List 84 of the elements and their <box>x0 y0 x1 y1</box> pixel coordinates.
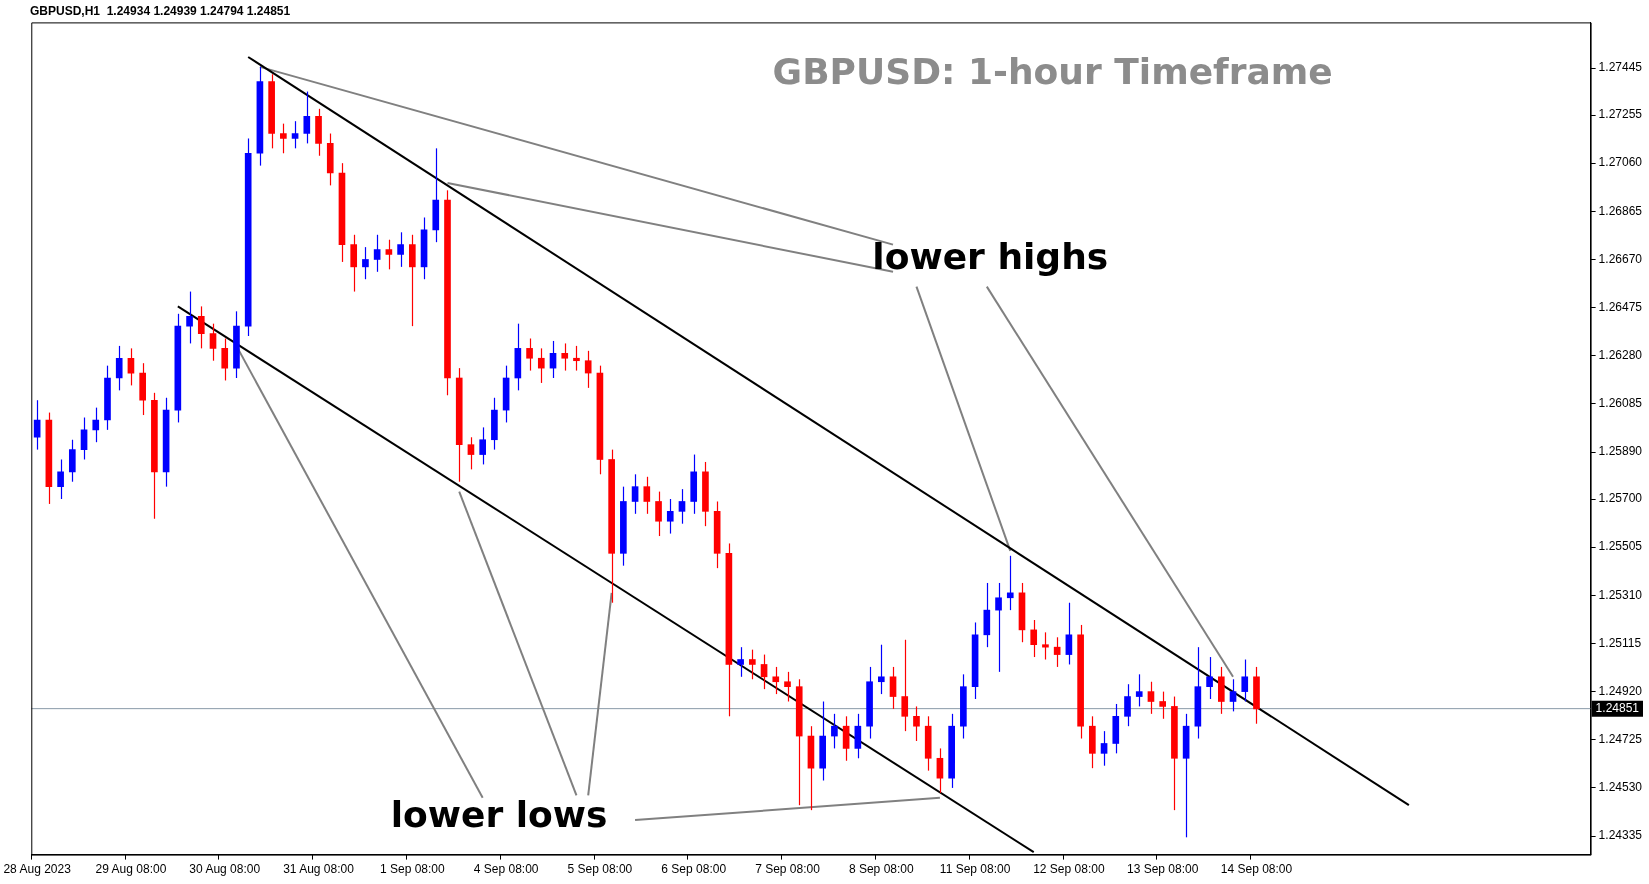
text: GBPUSD: 1-hour Timeframe <box>772 50 1333 92</box>
y-tick-label: 1.25310 <box>1598 587 1643 602</box>
y-tick-label: 1.25890 <box>1598 444 1643 459</box>
candlestick <box>877 644 885 695</box>
candlestick <box>1217 666 1225 715</box>
ref-line-label: 1.24851 <box>1595 700 1640 715</box>
annotation: lower highs <box>872 235 1109 277</box>
y-tick-label: 1.26865 <box>1598 203 1643 218</box>
candlestick <box>197 305 205 349</box>
candlestick <box>901 639 909 732</box>
candlestick <box>737 646 744 678</box>
candlestick <box>244 137 252 337</box>
y-tick-label: 1.27445 <box>1598 60 1643 75</box>
x-tick-label: 6 Sep 08:00 <box>661 862 727 877</box>
candlestick <box>561 342 569 372</box>
candlestick <box>795 678 803 806</box>
candlestick <box>772 666 780 695</box>
candlestick <box>68 439 76 483</box>
x-tick-label: 4 Sep 08:00 <box>473 862 539 877</box>
candlestick <box>444 189 451 396</box>
candlestick <box>608 449 615 604</box>
candlestick <box>151 392 158 520</box>
candlestick <box>1241 658 1249 703</box>
x-tick-label: 31 Aug 08:00 <box>283 862 355 877</box>
candlestick <box>620 486 627 567</box>
candlestick <box>995 582 1002 673</box>
candlestick <box>479 426 486 466</box>
candlestick <box>315 108 322 157</box>
x-tick-label: 7 Sep 08:00 <box>755 862 821 877</box>
y-tick-label: 1.25115 <box>1598 635 1642 650</box>
y-tick-label: 1.26475 <box>1598 299 1643 314</box>
y-tick-label: 1.25700 <box>1598 491 1643 506</box>
candlestick <box>784 671 791 703</box>
x-tick-label: 29 Aug 08:00 <box>95 862 167 877</box>
y-tick-label: 1.24530 <box>1598 780 1643 795</box>
x-tick-label: 5 Sep 08:00 <box>567 862 633 877</box>
candlestick <box>1089 715 1096 769</box>
y-tick-label: 1.26085 <box>1598 396 1643 411</box>
candlestick <box>819 700 827 782</box>
candlestick <box>268 73 275 149</box>
candlestick <box>1171 695 1178 811</box>
candlestick <box>643 476 651 515</box>
y-tick-label: 1.24920 <box>1598 683 1643 698</box>
x-tick-label: 12 Sep 08:00 <box>1033 862 1105 877</box>
candlestick <box>303 90 311 144</box>
x-tick-label: 14 Sep 08:00 <box>1220 862 1293 877</box>
y-tick-label: 1.24335 <box>1598 828 1643 843</box>
x-tick-label: 1 Sep 08:00 <box>379 862 446 877</box>
y-tick-label: 1.27255 <box>1598 107 1643 122</box>
x-tick-label: 28 Aug 2023 <box>3 862 72 877</box>
candlestick <box>526 337 533 372</box>
candlestick <box>350 234 358 293</box>
candlestick <box>455 367 463 483</box>
annotation: lower lows <box>390 793 608 835</box>
y-tick-label: 1.26670 <box>1598 251 1643 266</box>
x-tick-label: 8 Sep 08:00 <box>848 862 914 877</box>
candlestick <box>913 705 920 742</box>
candlestick <box>397 231 404 268</box>
candlestick <box>866 666 873 740</box>
candlestick <box>749 649 756 680</box>
x-tick-label: 11 Sep 08:00 <box>939 862 1011 877</box>
candlestick <box>666 498 674 535</box>
x-tick-label: 30 Aug 08:00 <box>189 862 261 877</box>
y-tick-label: 1.24725 <box>1598 732 1643 747</box>
candlestick <box>1135 673 1143 708</box>
candlestick <box>139 362 146 416</box>
candlestick <box>1206 656 1213 700</box>
chart-title: GBPUSD,H1 1.24934 1.24939 1.24794 1.24851 <box>30 3 291 18</box>
candlestick <box>1077 624 1084 740</box>
candlestick <box>280 123 287 154</box>
candlestick <box>702 461 709 527</box>
y-tick-label: 1.25505 <box>1598 539 1643 554</box>
candlestick <box>960 673 967 740</box>
candlestick <box>408 234 416 327</box>
candlestick <box>1159 691 1167 720</box>
candlestick <box>1112 703 1120 754</box>
y-tick-label: 1.26280 <box>1598 348 1643 363</box>
candlestick <box>924 715 932 772</box>
y-tick-label: 1.27060 <box>1598 155 1643 170</box>
candlestick <box>655 490 662 537</box>
x-tick-label: 13 Sep 08:00 <box>1126 862 1199 877</box>
candlestick <box>1124 683 1131 727</box>
candlestick <box>1253 666 1260 725</box>
candlestick <box>584 350 592 389</box>
